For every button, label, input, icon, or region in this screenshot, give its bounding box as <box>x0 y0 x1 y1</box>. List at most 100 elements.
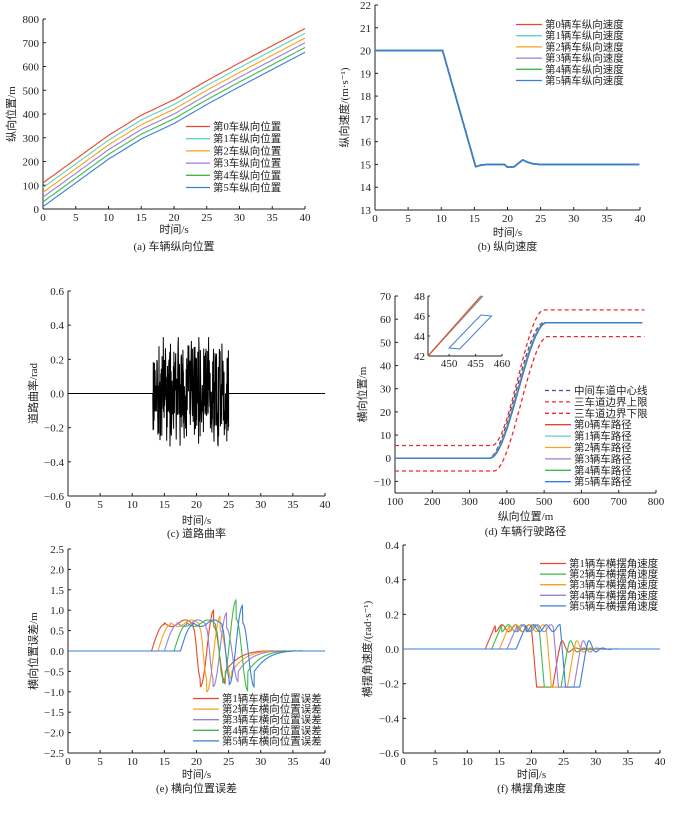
y-axis-label: 纵向位置/m <box>4 86 18 142</box>
inset-x-tick-label: 450 <box>441 358 458 370</box>
series-line <box>375 49 640 169</box>
x-tick-label: 30 <box>255 499 267 511</box>
y-tick-label: 16 <box>360 137 372 149</box>
x-tick-label: 700 <box>610 496 627 508</box>
inset-path <box>427 295 482 357</box>
y-tick-label: −0.4 <box>44 457 64 469</box>
y-axis-label: 纵向速度/(m·s⁻¹) <box>337 67 351 147</box>
x-tick-label: 5 <box>73 212 79 224</box>
inset-x-tick-label: 460 <box>494 358 511 370</box>
x-tick-label: 0 <box>372 213 378 225</box>
x-tick-label: 25 <box>558 756 570 768</box>
vehicle-path <box>395 322 643 459</box>
legend-label: 中间车道中心线 <box>574 384 648 397</box>
x-tick-label: 40 <box>635 213 647 225</box>
y-tick-label: 0.4 <box>50 320 64 332</box>
x-tick-label: 20 <box>502 213 514 225</box>
y-tick-label: 19 <box>360 68 372 80</box>
legend-label: 第1辆车路径 <box>574 430 632 443</box>
y-tick-label: 100 <box>23 180 40 192</box>
x-tick-label: 35 <box>601 213 613 225</box>
x-tick-label: 300 <box>461 496 478 508</box>
y-tick-label: 0.4 <box>385 575 399 587</box>
chart-b: 0 5 10 15 20 25 30 35 40 13 14 15 16 17 18 19 20 21 22 时间/s… <box>337 0 646 253</box>
legend-label: 第1辆车横摆角速度 <box>569 557 659 570</box>
x-tick-label: 30 <box>234 212 246 224</box>
x-axis-label: 时间/s <box>517 768 546 781</box>
y-tick-label: 13 <box>360 205 372 217</box>
legend-label: 第5辆车纵向速度 <box>545 74 624 87</box>
y-tick-label: 30 <box>380 384 392 396</box>
y-tick-label: 500 <box>23 85 40 97</box>
x-tick-label: 15 <box>136 212 148 224</box>
y-tick-label: −0.2 <box>379 679 399 691</box>
y-tick-label: −0.6 <box>379 748 399 760</box>
x-tick-label: 0 <box>65 756 71 768</box>
y-tick-label: 0 <box>386 453 392 465</box>
y-tick-label: −0.4 <box>379 713 399 725</box>
y-tick-label: 0.5 <box>50 626 64 638</box>
y-tick-label: 1.5 <box>50 585 64 597</box>
x-tick-label: 0 <box>40 212 46 224</box>
legend-label: 第2辆车纵向速度 <box>545 40 624 53</box>
inset-y-tick-label: 48 <box>414 291 426 303</box>
x-tick-label: 35 <box>267 212 279 224</box>
y-tick-label: 0 <box>34 204 40 216</box>
series-line <box>68 337 325 447</box>
lane-line <box>395 322 643 459</box>
legend-label: 第4辆车纵向速度 <box>545 63 624 76</box>
x-tick-label: 30 <box>568 213 580 225</box>
y-tick-label: −0.5 <box>44 666 64 678</box>
legend-label: 第5辆车路径 <box>574 475 632 488</box>
y-tick-label: 40 <box>380 361 392 373</box>
y-tick-label: 1.0 <box>50 605 64 617</box>
x-tick-label: 0 <box>400 756 406 768</box>
x-tick-label: 30 <box>590 756 602 768</box>
y-axis-label: 道路曲率/rad <box>26 362 40 424</box>
x-tick-label: 10 <box>462 756 474 768</box>
x-tick-label: 15 <box>494 756 506 768</box>
x-axis-label: 时间/s <box>159 223 188 236</box>
y-tick-label: 15 <box>360 159 372 171</box>
x-tick-label: 400 <box>499 496 516 508</box>
inset-y-tick-label: 46 <box>414 311 426 323</box>
y-tick-label: 0.0 <box>385 644 399 656</box>
chart-d: 100 200 300 400 500 600 700 800 −10 0 10 20 30 40 50 60… <box>355 291 665 538</box>
chart-caption: (e) 横向位置误差 <box>156 781 237 795</box>
legend-label: 第2车纵向位置 <box>213 144 281 157</box>
x-tick-label: 25 <box>223 756 235 768</box>
x-axis-label: 纵向位置/m <box>498 509 554 523</box>
x-tick-label: 15 <box>469 213 481 225</box>
x-tick-label: 25 <box>223 499 235 511</box>
y-tick-label: 0.0 <box>50 389 64 401</box>
legend-label: 第0辆车纵向速度 <box>545 18 624 31</box>
y-tick-label: 10 <box>380 430 392 442</box>
y-tick-label: −0.6 <box>44 491 64 503</box>
inset-x-tick-label: 455 <box>467 358 484 370</box>
y-tick-label: 800 <box>23 14 40 26</box>
y-tick-label: 21 <box>360 23 371 35</box>
y-tick-label: 600 <box>23 62 40 74</box>
y-tick-label: 0.6 <box>50 286 64 298</box>
x-tick-label: 35 <box>287 756 299 768</box>
y-tick-label: −2.0 <box>44 728 64 740</box>
legend-label: 第3车纵向位置 <box>213 157 281 170</box>
x-tick-label: 40 <box>655 756 667 768</box>
legend-label: 第3辆车横向位置误差 <box>222 713 322 726</box>
series-line <box>42 42 306 198</box>
inset: 450 455 460 42 44 46 48 <box>414 291 511 370</box>
y-tick-label: 0.4 <box>385 540 399 552</box>
y-tick-label: 22 <box>360 0 371 12</box>
x-tick-label: 35 <box>622 756 634 768</box>
x-tick-label: 40 <box>300 212 312 224</box>
legend-label: 第3辆车横摆角速度 <box>569 578 659 591</box>
x-axis-label: 时间/s <box>182 768 211 781</box>
x-tick-label: 20 <box>526 756 538 768</box>
y-tick-label: 2.5 <box>50 544 64 556</box>
chart-caption: (c) 道路曲率 <box>167 526 226 540</box>
y-tick-label: −0.2 <box>44 423 64 435</box>
y-tick-label: 200 <box>23 157 40 169</box>
y-axis-label: 横向位置误差/m <box>26 612 40 690</box>
legend-label: 第4车纵向位置 <box>213 169 281 182</box>
inset-y-tick-label: 44 <box>414 331 426 343</box>
